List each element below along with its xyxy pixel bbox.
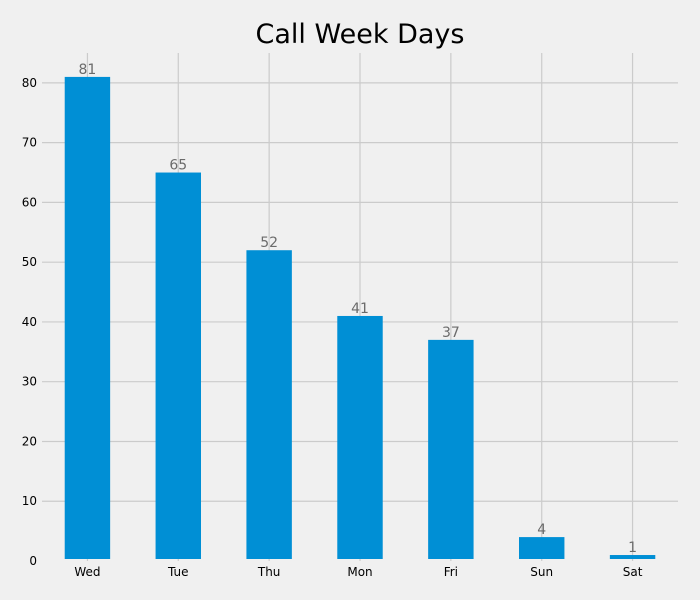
- bar-mon: [337, 315, 383, 559]
- bar-wed: [64, 76, 111, 559]
- data-label-wed: 81: [79, 62, 97, 78]
- data-label-tue: 65: [169, 158, 187, 174]
- y-tick-label: 60: [22, 195, 37, 209]
- x-tick-label-thu: Thu: [257, 565, 281, 579]
- data-label-thu: 52: [260, 235, 278, 251]
- data-label-mon: 41: [351, 301, 369, 317]
- data-label-sat: 1: [628, 540, 637, 556]
- y-tick-label: 70: [22, 136, 37, 150]
- x-tick-label-mon: Mon: [347, 565, 372, 579]
- bar-tue: [155, 172, 201, 559]
- x-tick-label-sat: Sat: [623, 565, 643, 579]
- x-tick-label-fri: Fri: [444, 565, 458, 579]
- y-tick-label: 0: [29, 554, 37, 568]
- bars: [64, 76, 656, 560]
- chart-title: Call Week Days: [256, 19, 465, 50]
- data-label-sun: 4: [537, 522, 546, 538]
- bar-sat: [609, 555, 656, 559]
- y-tick-label: 80: [22, 76, 37, 90]
- y-tick-label: 50: [22, 255, 37, 269]
- x-tick-labels: Wed Tue Thu Mon Fri Sun Sat: [74, 565, 642, 579]
- y-tick-label: 40: [22, 315, 37, 329]
- bar-sun: [519, 537, 565, 559]
- bar-fri: [428, 339, 474, 559]
- y-tick-label: 20: [22, 434, 37, 448]
- data-label-fri: 37: [442, 325, 460, 341]
- y-tick-label: 30: [22, 375, 37, 389]
- y-tick-labels: 0 10 20 30 40 50 60 70 80: [22, 76, 37, 568]
- y-tick-label: 10: [22, 494, 37, 508]
- x-tick-label-sun: Sun: [530, 565, 553, 579]
- x-tick-label-tue: Tue: [167, 565, 189, 579]
- bar-thu: [246, 250, 292, 560]
- x-tick-label-wed: Wed: [74, 565, 100, 579]
